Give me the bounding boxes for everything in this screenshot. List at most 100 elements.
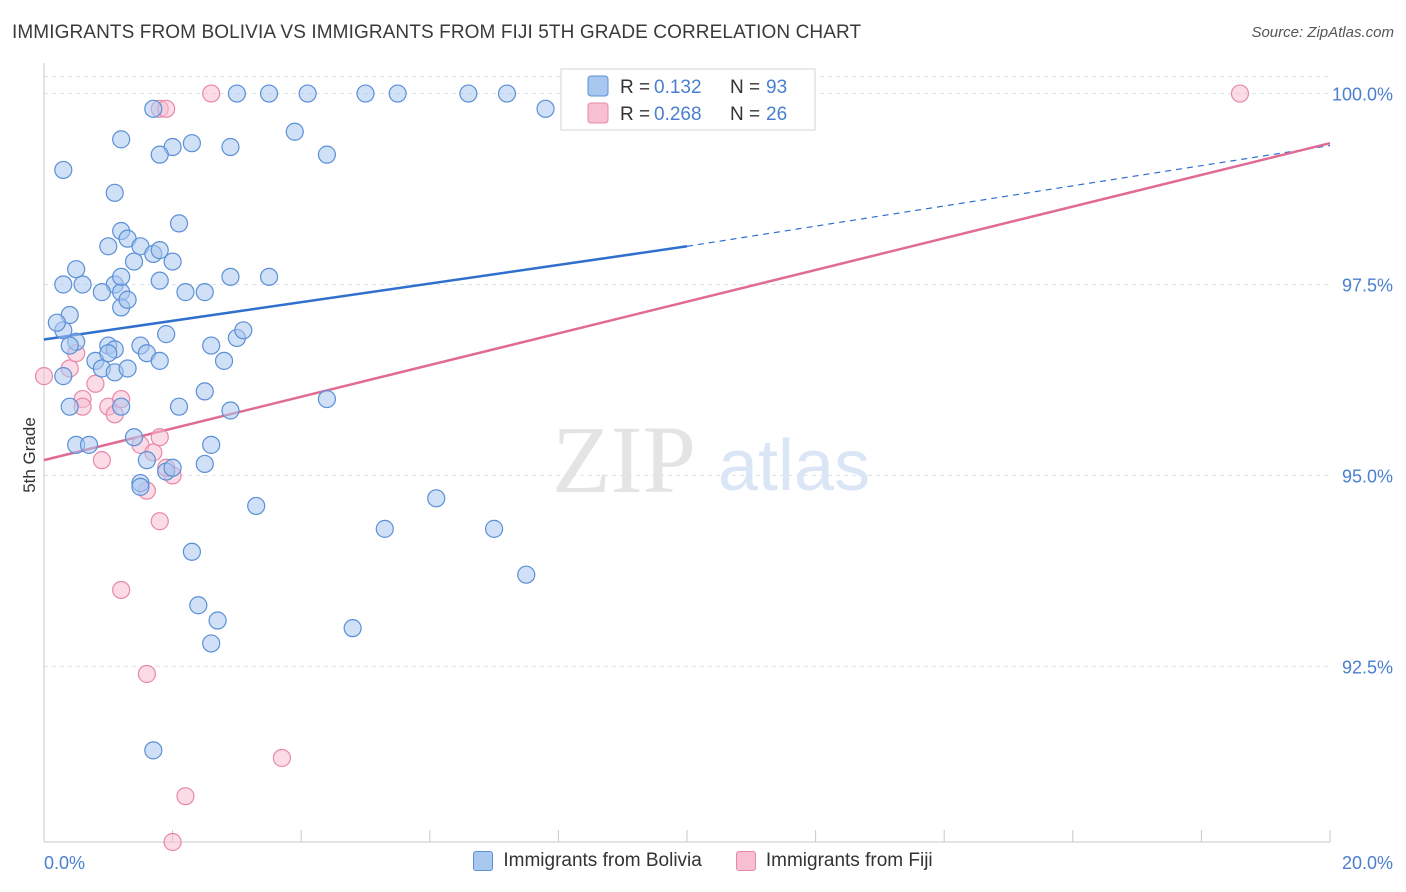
stats-legend-swatch bbox=[587, 102, 609, 124]
chart-title: IMMIGRANTS FROM BOLIVIA VS IMMIGRANTS FR… bbox=[12, 22, 862, 43]
watermark: ZIP atlas bbox=[552, 406, 870, 513]
fiji-point bbox=[202, 84, 221, 103]
trend-line-bolivia bbox=[43, 245, 688, 341]
bolivia-point bbox=[54, 275, 73, 294]
bolivia-point bbox=[536, 99, 555, 118]
y-tick-label: 95.0% bbox=[1342, 466, 1393, 486]
bolivia-point bbox=[47, 313, 66, 332]
bolivia-point bbox=[112, 397, 131, 416]
bolivia-point bbox=[497, 84, 517, 103]
watermark-zip: ZIP bbox=[552, 406, 696, 513]
bolivia-point bbox=[67, 260, 86, 279]
bolivia-point bbox=[54, 367, 73, 386]
bolivia-point bbox=[195, 382, 214, 401]
bolivia-point bbox=[517, 565, 536, 584]
stats-n-label: N = bbox=[730, 77, 760, 98]
bolivia-point bbox=[176, 283, 195, 302]
bolivia-point bbox=[163, 458, 182, 477]
bolivia-point bbox=[317, 389, 337, 409]
stats-legend: R = 0.132 N = 93 R = 0.268 N = 26 bbox=[560, 68, 816, 131]
bolivia-point bbox=[60, 397, 79, 416]
bolivia-point bbox=[99, 344, 118, 363]
bolivia-point bbox=[227, 84, 246, 103]
bolivia-point bbox=[150, 271, 169, 290]
watermark-atlas: atlas bbox=[718, 426, 870, 506]
y-tick-label: 100.0% bbox=[1332, 85, 1393, 105]
bolivia-point bbox=[202, 634, 221, 653]
bolivia-point bbox=[259, 267, 279, 286]
legend-item-bolivia[interactable]: Immigrants from Bolivia bbox=[473, 850, 702, 872]
bolivia-point bbox=[221, 137, 240, 157]
stats-r-value: 0.132 bbox=[654, 77, 702, 98]
bolivia-point bbox=[375, 519, 394, 538]
fiji-point bbox=[1230, 84, 1250, 103]
bolivia-point bbox=[247, 496, 266, 516]
bolivia-point bbox=[54, 160, 73, 180]
bolivia-point bbox=[285, 122, 304, 141]
bolivia-point bbox=[169, 397, 189, 416]
bolivia-point bbox=[112, 130, 131, 149]
bolivia-point bbox=[157, 325, 176, 344]
bolivia-point bbox=[356, 84, 375, 103]
stats-r-label: R = bbox=[620, 77, 650, 98]
fiji-point bbox=[150, 428, 169, 447]
bolivia-point bbox=[221, 267, 240, 286]
bolivia-point bbox=[485, 519, 504, 538]
trend-line-bolivia-extension bbox=[686, 144, 1331, 247]
legend-label-fiji: Immigrants from Fiji bbox=[765, 850, 933, 871]
bolivia-point bbox=[298, 84, 317, 103]
bolivia-point bbox=[131, 477, 150, 496]
bolivia-point bbox=[195, 283, 214, 302]
bolivia-point bbox=[144, 741, 163, 760]
bolivia-point bbox=[214, 351, 234, 370]
fiji-point bbox=[150, 512, 169, 531]
bolivia-point bbox=[195, 454, 214, 474]
bolivia-point bbox=[182, 134, 201, 153]
fiji-point bbox=[176, 787, 195, 806]
bolivia-point bbox=[118, 290, 137, 309]
stats-n-value: 26 bbox=[766, 104, 787, 125]
bolivia-point bbox=[208, 611, 227, 630]
fiji-point bbox=[137, 664, 156, 684]
trend-line-fiji bbox=[43, 141, 1331, 462]
bolivia-point bbox=[234, 321, 253, 340]
y-tick-label: 92.5% bbox=[1342, 657, 1393, 677]
bolivia-point bbox=[317, 145, 337, 164]
source-label: Source: ZipAtlas.com bbox=[1251, 24, 1394, 41]
labels-layer: 92.5% 95.0% 97.5% 100.0% 0.0% 20.0% 5th Grade bbox=[20, 85, 1393, 873]
y-axis-label: 5th Grade bbox=[20, 417, 39, 493]
legend-item-fiji[interactable]: Immigrants from Fiji bbox=[735, 850, 933, 872]
x-tick-label: 20.0% bbox=[1342, 853, 1393, 873]
stats-legend-swatch bbox=[587, 75, 609, 97]
bolivia-point bbox=[182, 542, 201, 561]
fiji-point bbox=[86, 374, 105, 393]
axes-layer bbox=[43, 63, 1331, 843]
fiji-point bbox=[34, 367, 54, 386]
bolivia-point bbox=[124, 252, 144, 271]
stats-r-value: 0.268 bbox=[654, 104, 702, 125]
bolivia-point bbox=[60, 336, 79, 355]
y-tick-label: 97.5% bbox=[1342, 275, 1393, 295]
bolivia-points bbox=[47, 84, 619, 760]
bolivia-point bbox=[144, 99, 163, 118]
stats-n-label: N = bbox=[730, 104, 760, 125]
bolivia-point bbox=[169, 214, 189, 233]
bottom-legend: Immigrants from Bolivia Immigrants from … bbox=[0, 850, 1406, 872]
bolivia-point bbox=[202, 435, 221, 454]
bolivia-point bbox=[202, 336, 221, 355]
bolivia-point bbox=[124, 428, 144, 447]
trend-layer bbox=[43, 141, 1331, 462]
bolivia-point bbox=[189, 596, 208, 615]
bolivia-point bbox=[150, 241, 169, 260]
bolivia-point bbox=[137, 451, 156, 470]
grid-layer bbox=[44, 76, 1330, 667]
bolivia-point bbox=[388, 84, 407, 103]
x-tick-label: 0.0% bbox=[44, 853, 85, 873]
bolivia-point bbox=[459, 84, 478, 103]
bolivia-point bbox=[118, 359, 137, 378]
bolivia-point bbox=[79, 435, 99, 454]
stats-r-label: R = bbox=[620, 104, 650, 125]
bolivia-point bbox=[259, 84, 279, 103]
bolivia-point bbox=[73, 275, 92, 294]
